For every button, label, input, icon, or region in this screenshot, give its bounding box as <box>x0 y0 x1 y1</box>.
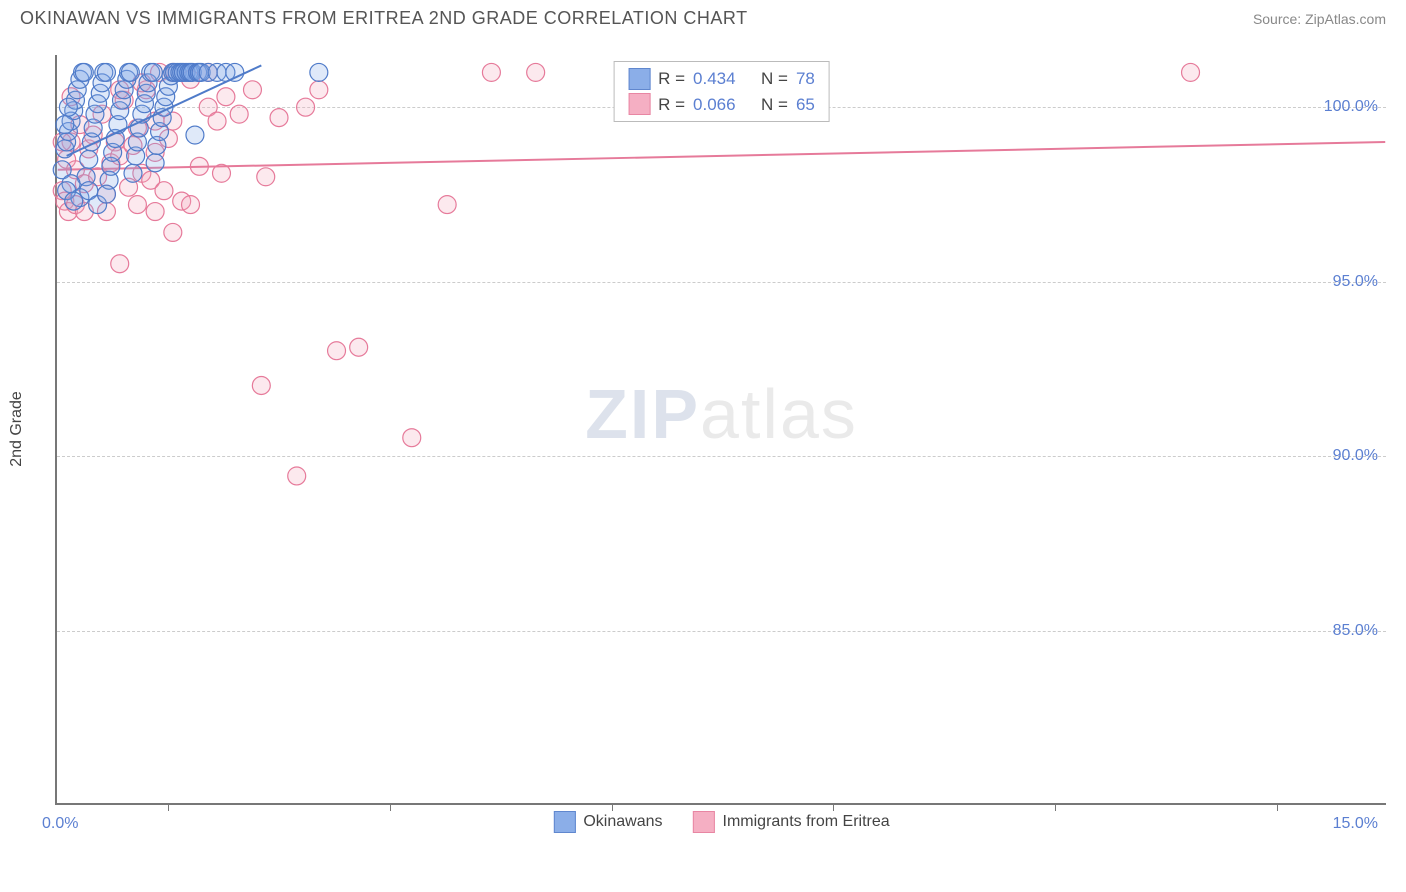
swatch-series-1-b <box>553 811 575 833</box>
chart-area: 2nd Grade 85.0%90.0%95.0%100.0% 0.0% 15.… <box>55 55 1386 805</box>
swatch-series-1 <box>628 68 650 90</box>
source-label: Source: ZipAtlas.com <box>1253 11 1386 27</box>
x-axis-max: 15.0% <box>1333 815 1378 833</box>
stats-row-1: R = 0.434 N = 78 <box>628 66 815 92</box>
bottom-legend: Okinawans Immigrants from Eritrea <box>553 811 889 833</box>
x-axis-min: 0.0% <box>42 815 78 833</box>
legend-item-1: Okinawans <box>553 811 662 833</box>
swatch-series-2-b <box>693 811 715 833</box>
scatter-plot <box>57 55 1386 803</box>
y-axis-title: 2nd Grade <box>8 391 26 467</box>
chart-title: OKINAWAN VS IMMIGRANTS FROM ERITREA 2ND … <box>20 8 748 29</box>
stats-legend: R = 0.434 N = 78 R = 0.066 N = 65 <box>613 61 830 122</box>
stats-row-2: R = 0.066 N = 65 <box>628 92 815 118</box>
swatch-series-2 <box>628 93 650 115</box>
legend-item-2: Immigrants from Eritrea <box>693 811 890 833</box>
